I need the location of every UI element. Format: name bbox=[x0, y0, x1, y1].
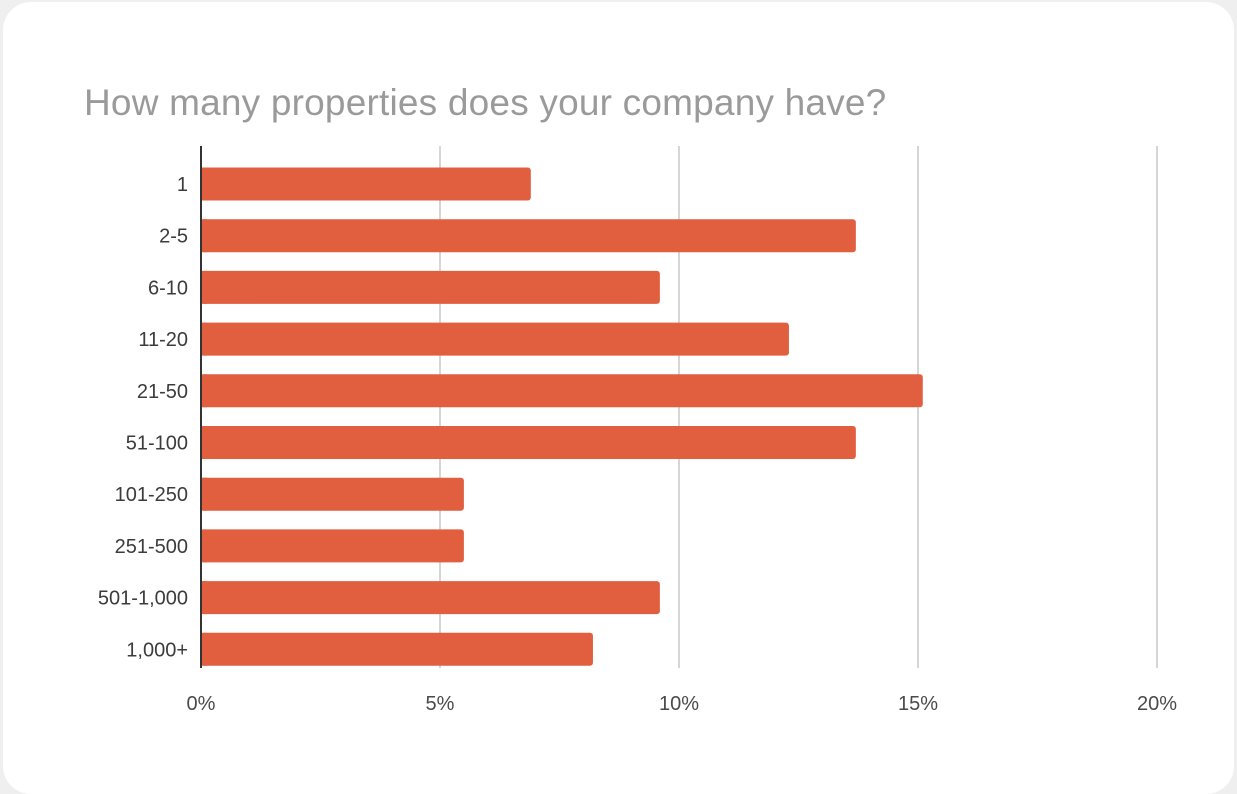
bar-5 bbox=[201, 426, 856, 459]
x-tick-label-4: 20% bbox=[1137, 693, 1177, 715]
y-tick-label-1: 2-5 bbox=[159, 226, 188, 248]
bar-9 bbox=[201, 632, 593, 666]
bar-base-9 bbox=[201, 632, 207, 666]
bar-4 bbox=[201, 374, 923, 408]
bar-base-7 bbox=[201, 529, 207, 563]
y-tick-label-6: 101-250 bbox=[115, 484, 188, 506]
y-tick-label-2: 6-10 bbox=[148, 277, 188, 299]
bar-base-6 bbox=[201, 477, 207, 511]
x-tick-label-1: 5% bbox=[426, 693, 455, 715]
y-tick-label-3: 11-20 bbox=[138, 329, 188, 351]
y-tick-label-0: 1 bbox=[177, 174, 188, 196]
bar-base-2 bbox=[201, 270, 207, 304]
y-tick-label-4: 21-50 bbox=[137, 381, 188, 403]
bar-2 bbox=[201, 270, 660, 304]
bar-0 bbox=[201, 167, 531, 201]
bar-base-5 bbox=[201, 426, 207, 459]
y-tick-label-8: 501-1,000 bbox=[98, 588, 188, 610]
y-tick-label-9: 1,000+ bbox=[126, 639, 188, 661]
chart-title: How many properties does your company ha… bbox=[84, 82, 887, 123]
y-tick-label-7: 251-500 bbox=[115, 536, 188, 558]
bar-6 bbox=[201, 477, 464, 511]
x-tick-label-0: 0% bbox=[187, 693, 216, 715]
x-tick-label-2: 10% bbox=[659, 693, 699, 715]
bar-8 bbox=[201, 581, 660, 615]
bar-7 bbox=[201, 529, 464, 563]
bar-1 bbox=[201, 219, 856, 253]
y-tick-label-5: 51-100 bbox=[126, 433, 188, 455]
bar-base-8 bbox=[201, 581, 207, 615]
x-tick-label-3: 15% bbox=[898, 693, 938, 715]
bar-3 bbox=[201, 322, 789, 356]
bar-base-4 bbox=[201, 374, 207, 408]
bar-base-3 bbox=[201, 322, 207, 356]
bar-base-1 bbox=[201, 219, 207, 253]
bar-base-0 bbox=[201, 167, 207, 201]
